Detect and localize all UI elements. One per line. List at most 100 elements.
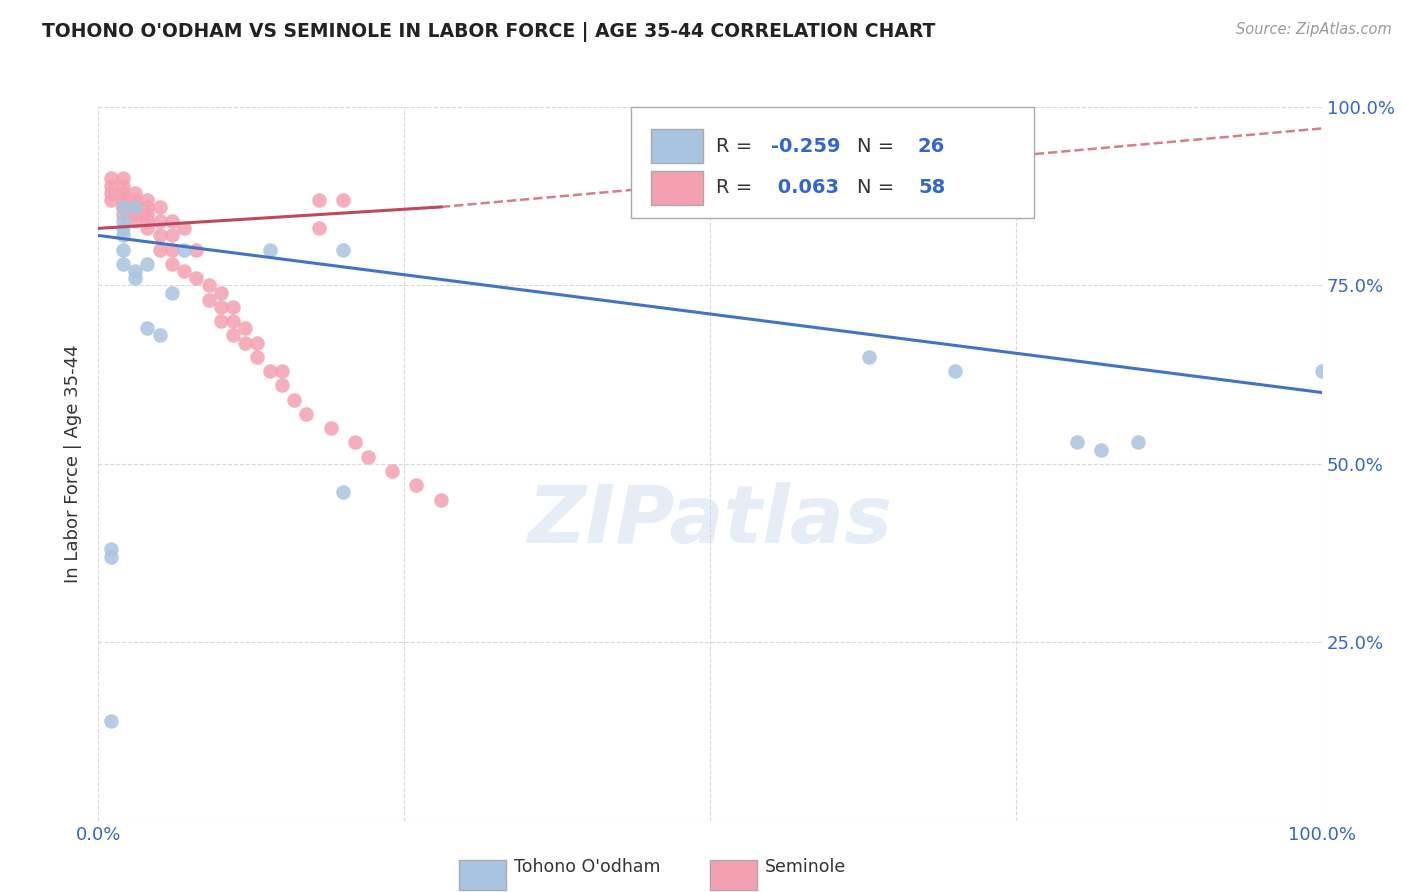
Point [222,300,245,314]
FancyBboxPatch shape [630,107,1035,218]
Point [173,264,195,278]
Point [100,186,122,200]
Point [270,378,294,392]
Point [136,257,159,271]
Point [100,178,122,193]
Text: Tohono O'odham: Tohono O'odham [515,858,661,876]
Point [100,549,122,564]
FancyBboxPatch shape [651,129,703,163]
Point [381,464,404,478]
Point [356,450,378,464]
Point [136,207,159,221]
Point [149,328,172,343]
Point [222,328,245,343]
Point [149,228,172,243]
Text: 0.063: 0.063 [772,178,839,197]
Point [233,321,256,335]
Point [124,193,146,207]
Point [111,171,134,186]
Point [1066,435,1088,450]
Point [111,214,134,228]
Point [308,221,330,235]
Point [160,243,183,257]
Text: Source: ZipAtlas.com: Source: ZipAtlas.com [1236,22,1392,37]
Point [1310,364,1333,378]
Point [111,193,134,207]
Point [111,200,134,214]
Point [136,200,159,214]
Point [197,293,219,307]
Point [858,350,880,364]
Point [111,186,134,200]
FancyBboxPatch shape [710,860,756,890]
Point [344,435,367,450]
Point [124,186,146,200]
Point [136,321,159,335]
Point [111,221,134,235]
Point [405,478,427,492]
Point [111,257,134,271]
Point [943,364,966,378]
Point [100,171,122,186]
Text: 58: 58 [918,178,945,197]
Point [124,214,146,228]
Point [332,243,354,257]
Point [100,714,122,728]
Point [332,193,354,207]
Point [149,200,172,214]
Point [160,228,183,243]
Text: -0.259: -0.259 [772,136,841,156]
Point [430,492,453,507]
Point [209,314,232,328]
Point [111,178,134,193]
Point [246,350,269,364]
Point [308,193,330,207]
Point [283,392,305,407]
Point [124,200,146,214]
Point [332,485,354,500]
Point [124,271,146,285]
Point [149,214,172,228]
Text: R =: R = [716,136,759,156]
Text: Seminole: Seminole [765,858,846,876]
Text: N =: N = [856,136,900,156]
Point [136,221,159,235]
Point [1090,442,1112,457]
Text: R =: R = [716,178,759,197]
Point [197,278,219,293]
FancyBboxPatch shape [651,170,703,205]
Text: 26: 26 [918,136,945,156]
Point [124,264,146,278]
Point [259,243,281,257]
Point [173,221,195,235]
Point [209,285,232,300]
Point [111,243,134,257]
Point [259,364,281,378]
Point [222,314,245,328]
Text: ZIPatlas: ZIPatlas [527,482,893,560]
Y-axis label: In Labor Force | Age 35-44: In Labor Force | Age 35-44 [65,344,83,583]
Point [111,200,134,214]
Point [100,542,122,557]
Point [209,300,232,314]
FancyBboxPatch shape [460,860,506,890]
Point [149,243,172,257]
Point [111,228,134,243]
Point [319,421,342,435]
Point [295,407,318,421]
Text: TOHONO O'ODHAM VS SEMINOLE IN LABOR FORCE | AGE 35-44 CORRELATION CHART: TOHONO O'ODHAM VS SEMINOLE IN LABOR FORC… [42,22,935,42]
Text: N =: N = [856,178,900,197]
Point [160,257,183,271]
Point [270,364,294,378]
Point [186,243,208,257]
Point [160,285,183,300]
Point [173,243,195,257]
Point [160,214,183,228]
Point [136,193,159,207]
Point [1128,435,1150,450]
Point [186,271,208,285]
Point [124,207,146,221]
Point [136,214,159,228]
Point [100,193,122,207]
Point [246,335,269,350]
